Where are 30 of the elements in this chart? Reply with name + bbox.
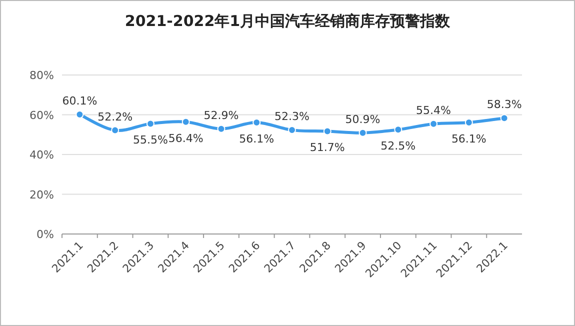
y-tick-label: 20%	[30, 188, 54, 202]
point	[146, 120, 154, 128]
data-label: 50.9%	[345, 112, 380, 126]
point	[323, 127, 332, 136]
data-label: 56.4%	[168, 132, 204, 145]
data-label: 52.2%	[98, 110, 133, 124]
point	[358, 128, 367, 137]
y-tick-label: 0%	[36, 228, 54, 241]
data-label: 56.1%	[451, 132, 486, 146]
point	[394, 126, 402, 134]
data-label: 52.3%	[274, 110, 310, 124]
data-label: 58.3%	[486, 98, 522, 112]
data-label: 52.5%	[380, 140, 416, 153]
point	[252, 118, 261, 126]
point	[182, 118, 190, 126]
data-label: 60.1%	[62, 94, 98, 108]
y-tick-label: 80%	[30, 69, 54, 82]
y-tick-label: 60%	[30, 108, 54, 122]
chart-title: 2021-2022年1月中国汽车经销商库存预警指数	[124, 12, 452, 30]
point	[111, 126, 120, 134]
data-label: 55.4%	[416, 104, 452, 117]
data-label: 55.5%	[132, 134, 168, 147]
point	[500, 114, 508, 122]
y-tick-label: 40%	[30, 148, 54, 162]
data-label: 52.9%	[204, 108, 239, 122]
point	[464, 118, 473, 126]
data-label: 51.7%	[310, 141, 345, 154]
point	[430, 120, 438, 128]
data-label: 56.1%	[239, 132, 274, 146]
point	[217, 124, 226, 133]
